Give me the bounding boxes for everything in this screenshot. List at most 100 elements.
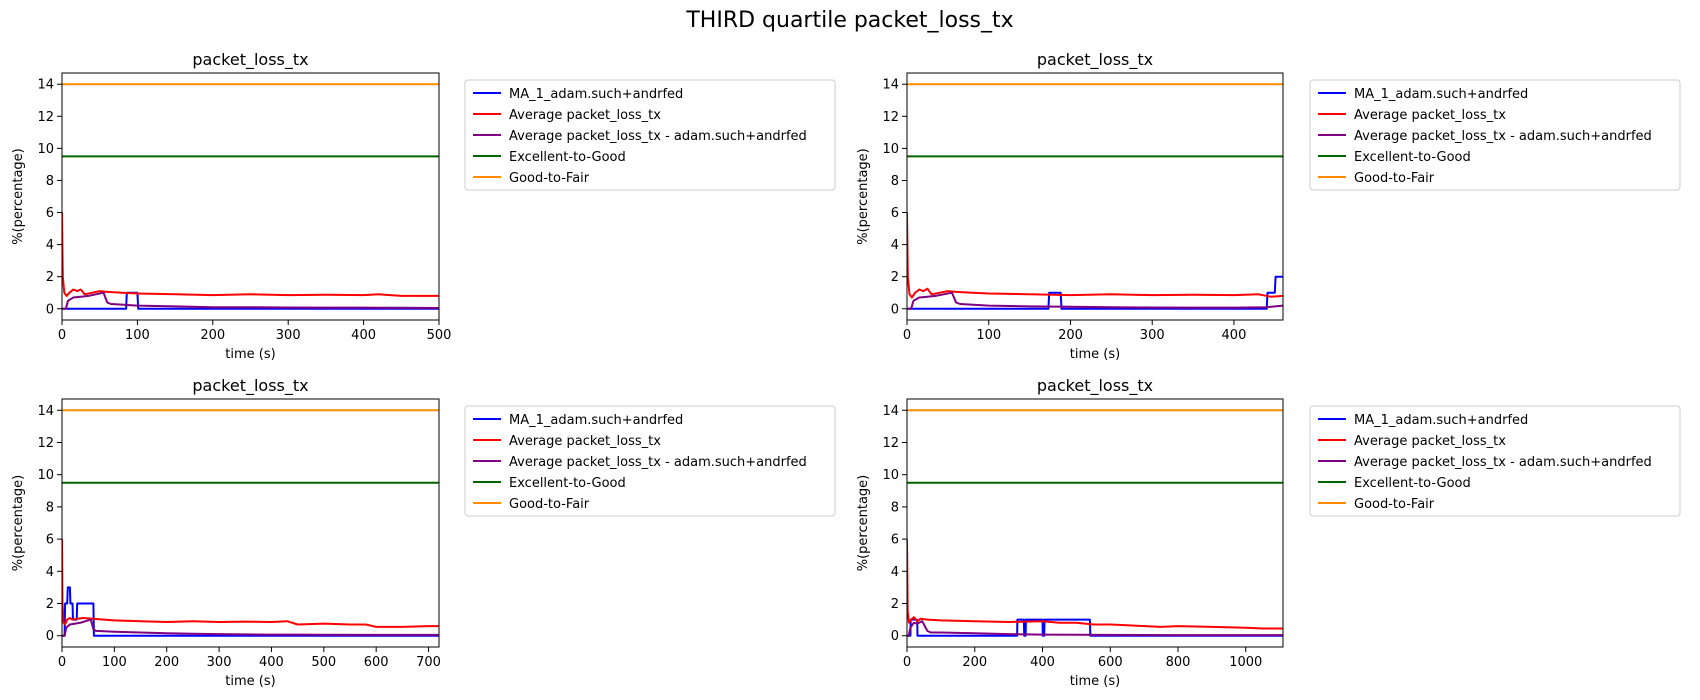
- x-axis-label: time (s): [1070, 347, 1120, 362]
- legend-label: MA_1_adam.such+andrfed: [1354, 413, 1528, 428]
- subplot-title: packet_loss_tx: [1037, 376, 1153, 396]
- y-tick-label: 10: [37, 142, 54, 157]
- subplot-title: packet_loss_tx: [192, 376, 308, 396]
- x-tick-label: 300: [207, 655, 232, 670]
- x-tick-label: 500: [311, 655, 336, 670]
- legend-label: Average packet_loss_tx: [1354, 108, 1506, 123]
- x-tick-label: 0: [58, 655, 66, 670]
- legend: MA_1_adam.such+andrfed Average packet_los…: [464, 79, 836, 191]
- subplot-title: packet_loss_tx: [192, 50, 308, 70]
- series-line-2: [62, 539, 439, 628]
- x-axis-label: time (s): [225, 347, 275, 362]
- x-tick-label: 500: [427, 328, 452, 343]
- y-tick-label: 12: [882, 436, 899, 451]
- x-tick-label: 200: [962, 655, 987, 670]
- legend-label: Average packet_loss_tx - adam.such+andrf…: [509, 129, 807, 144]
- x-tick-label: 600: [364, 655, 389, 670]
- y-tick-label: 2: [891, 270, 899, 285]
- y-tick-label: 0: [46, 629, 54, 644]
- y-tick-label: 4: [891, 565, 899, 580]
- x-axis-label: time (s): [225, 674, 275, 689]
- legend: MA_1_adam.such+andrfed Average packet_los…: [464, 405, 836, 517]
- x-tick-label: 100: [976, 328, 1001, 343]
- y-tick-label: 6: [891, 206, 899, 221]
- series-line-2: [907, 539, 1283, 630]
- legend-label: Average packet_loss_tx - adam.such+andrf…: [1354, 455, 1652, 470]
- x-tick-label: 300: [1140, 328, 1165, 343]
- y-axis-label: %(percentage): [856, 148, 871, 245]
- plot-frame: [61, 72, 440, 321]
- x-tick-label: 1000: [1229, 655, 1262, 670]
- x-tick-label: 400: [1222, 328, 1247, 343]
- plot-frame: [906, 398, 1284, 648]
- y-tick-label: 14: [882, 404, 899, 419]
- legend-label: MA_1_adam.such+andrfed: [509, 87, 683, 102]
- x-tick-label: 0: [903, 328, 911, 343]
- subplot-2: 0 100 200 300 400 0 2 4 6 8 10 12 14 packet_loss_txti…: [856, 50, 1681, 362]
- y-tick-label: 10: [882, 142, 899, 157]
- y-tick-label: 8: [46, 174, 54, 189]
- legend: MA_1_adam.such+andrfed Average packet_los…: [1309, 79, 1681, 191]
- legend-label: MA_1_adam.such+andrfed: [1354, 87, 1528, 102]
- y-tick-label: 2: [46, 270, 54, 285]
- legend-label: MA_1_adam.such+andrfed: [509, 413, 683, 428]
- x-tick-label: 300: [276, 328, 301, 343]
- y-tick-label: 10: [882, 468, 899, 483]
- y-tick-label: 4: [46, 238, 54, 253]
- legend-label: Excellent-to-Good: [1354, 150, 1471, 165]
- y-tick-label: 0: [891, 629, 899, 644]
- y-tick-label: 12: [37, 436, 54, 451]
- y-axis-label: %(percentage): [11, 148, 26, 245]
- legend-box: [1309, 79, 1681, 191]
- y-tick-label: 14: [37, 78, 54, 93]
- plot-frame: [61, 398, 440, 648]
- series-line-1: [907, 618, 1283, 637]
- legend-label: Good-to-Fair: [1354, 497, 1435, 512]
- y-tick-label: 2: [891, 597, 899, 612]
- y-tick-label: 14: [882, 78, 899, 93]
- x-tick-label: 0: [903, 655, 911, 670]
- subplot-1: 0 100 200 300 400 500 0 2 4 6 8 10 12 14 packet_loss_t…: [11, 50, 836, 362]
- series-line-3: [62, 618, 439, 637]
- y-axis-label: %(percentage): [11, 475, 26, 572]
- x-tick-label: 600: [1098, 655, 1123, 670]
- y-tick-label: 8: [891, 174, 899, 189]
- legend-box: [464, 79, 836, 191]
- legend-label: Good-to-Fair: [509, 497, 590, 512]
- subplot-3: 0 100 200 300 400 500 600 700 0 2 4 6 8 10 12 14 packet_…: [11, 376, 836, 689]
- y-tick-label: 2: [46, 597, 54, 612]
- legend-label: Good-to-Fair: [509, 171, 590, 186]
- subplot-4: 0 200 400 600 800 1000 0 2 4 6 8 10 12 14 packet_loss_…: [856, 376, 1681, 689]
- x-axis-label: time (s): [1070, 674, 1120, 689]
- series-line-1: [907, 275, 1283, 310]
- legend-label: Average packet_loss_tx: [509, 434, 661, 449]
- y-tick-label: 6: [46, 533, 54, 548]
- series-line-3: [907, 291, 1283, 310]
- legend-box: [464, 405, 836, 517]
- legend-label: Average packet_loss_tx: [509, 108, 661, 123]
- legend-label: Average packet_loss_tx: [1354, 434, 1506, 449]
- y-tick-label: 14: [37, 404, 54, 419]
- legend-label: Good-to-Fair: [1354, 171, 1435, 186]
- x-tick-label: 200: [154, 655, 179, 670]
- legend: MA_1_adam.such+andrfed Average packet_los…: [1309, 405, 1681, 517]
- x-tick-label: 700: [416, 655, 441, 670]
- plot-frame: [906, 72, 1284, 321]
- series-line-1: [62, 586, 439, 637]
- legend-label: Average packet_loss_tx - adam.such+andrf…: [509, 455, 807, 470]
- legend-label: Average packet_loss_tx - adam.such+andrf…: [1354, 129, 1652, 144]
- x-tick-label: 200: [1058, 328, 1083, 343]
- y-tick-label: 6: [891, 533, 899, 548]
- y-tick-label: 0: [46, 302, 54, 317]
- x-tick-label: 100: [102, 655, 127, 670]
- series-line-2: [907, 212, 1283, 299]
- series-line-2: [62, 212, 439, 297]
- x-tick-label: 400: [259, 655, 284, 670]
- x-tick-label: 800: [1166, 655, 1191, 670]
- y-tick-label: 6: [46, 206, 54, 221]
- legend-box: [1309, 405, 1681, 517]
- legend-label: Excellent-to-Good: [509, 476, 626, 491]
- y-tick-label: 12: [882, 110, 899, 125]
- y-tick-label: 8: [46, 500, 54, 515]
- x-tick-label: 400: [1030, 655, 1055, 670]
